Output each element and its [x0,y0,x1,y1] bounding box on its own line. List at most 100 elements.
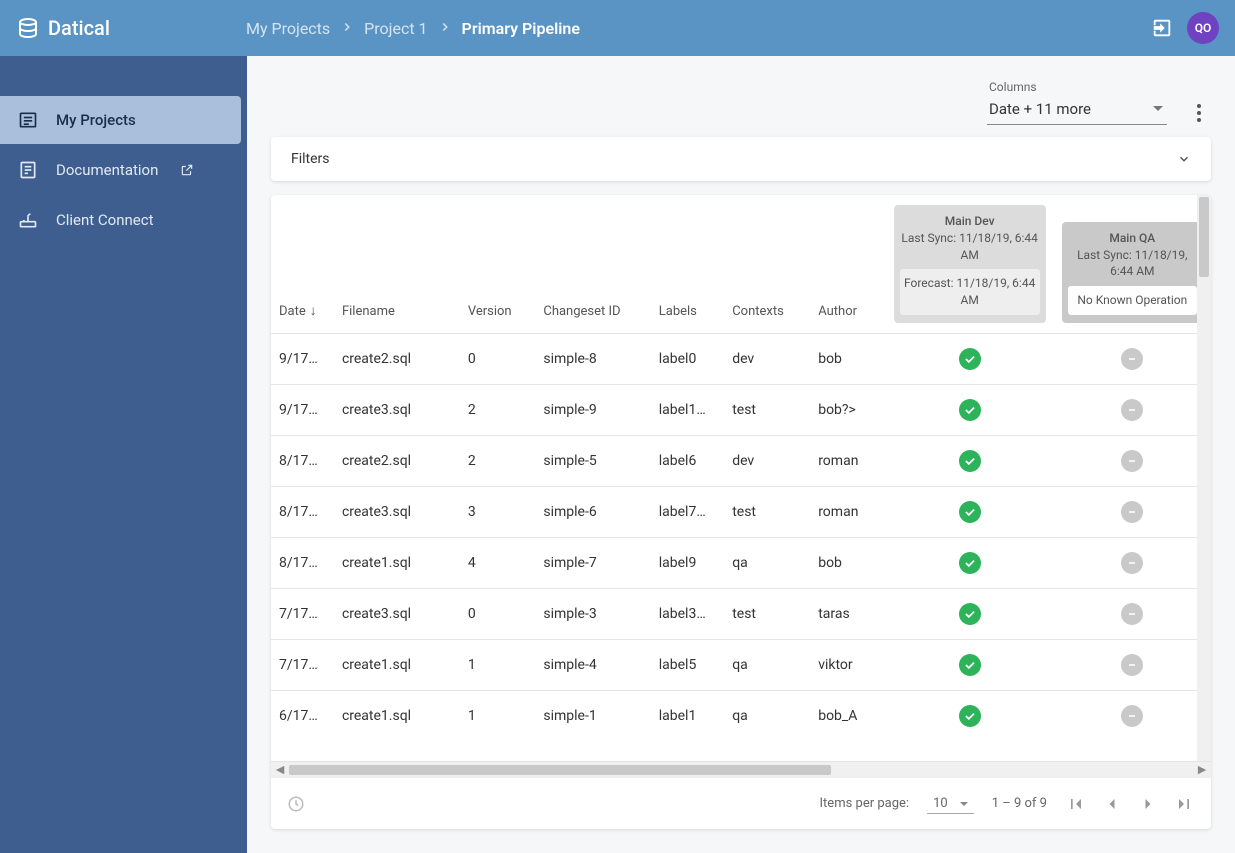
cell-file: create3.sql [334,588,460,639]
col-header-env-main-dev[interactable]: Main Dev Last Sync: 11/18/19, 6:44 AM Fo… [886,195,1054,333]
sidebar-item-label: My Projects [56,111,136,129]
first-page-button[interactable] [1065,793,1087,815]
user-avatar[interactable]: QO [1187,12,1219,44]
col-header-changeset[interactable]: Changeset ID [535,195,650,333]
col-header-filename[interactable]: Filename [334,195,460,333]
breadcrumb-current: Primary Pipeline [462,19,580,38]
avatar-initials: QO [1195,21,1212,35]
cell-author: bob [810,333,886,384]
cell-date: 6/17… [271,690,334,741]
cell-ver: 4 [460,537,536,588]
cell-file: create3.sql [334,486,460,537]
chevron-down-icon [1177,152,1191,166]
app-root: Datical My Projects Project 1 Primary Pi… [0,0,1235,853]
cell-cs: simple-4 [535,639,650,690]
cell-file: create3.sql [334,384,460,435]
sidebar-item-documentation[interactable]: Documentation [0,146,241,194]
prev-page-button[interactable] [1101,793,1123,815]
cell-labels: label6 [651,435,724,486]
sidebar-item-my-projects[interactable]: My Projects [0,96,241,144]
last-page-button[interactable] [1173,793,1195,815]
table-row[interactable]: 7/17…create1.sql1simple-4label5qaviktor [271,639,1211,690]
cell-env-status [1054,588,1211,639]
cell-date: 7/17… [271,588,334,639]
env-name: Main Dev [900,213,1040,230]
cell-ctx: qa [724,639,810,690]
vertical-scrollbar[interactable] [1197,195,1211,761]
cell-env-status [1054,639,1211,690]
horizontal-scrollbar[interactable]: ◄ ► [271,761,1211,777]
cell-env-status [1054,486,1211,537]
history-icon[interactable] [287,795,305,813]
cell-labels: label9 [651,537,724,588]
table-row[interactable]: 7/17…create3.sql0simple-3label3…testtara… [271,588,1211,639]
cell-author: roman [810,486,886,537]
table-body: 9/17…create2.sql0simple-8label0devbob9/1… [271,333,1211,741]
cell-ctx: qa [724,537,810,588]
table-header-row: Date↓ Filename Version Changeset ID Labe… [271,195,1211,333]
cell-ctx: test [724,588,810,639]
main: Columns Date + 11 more Filters [247,56,1235,853]
cell-author: bob_A [810,690,886,741]
col-header-env-main-qa[interactable]: Main QA Last Sync: 11/18/19, 6:44 AM No … [1054,195,1211,333]
status-ok-icon [959,348,981,370]
col-header-date[interactable]: Date↓ [271,195,334,333]
cell-env-status [886,639,1054,690]
breadcrumb-item-0[interactable]: My Projects [246,19,330,38]
status-none-icon [1121,654,1143,676]
cell-env-status [1054,333,1211,384]
table-row[interactable]: 8/17…create1.sql4simple-7label9qabob [271,537,1211,588]
cell-author: bob [810,537,886,588]
table-row[interactable]: 8/17…create3.sql3simple-6label7…testroma… [271,486,1211,537]
cell-date: 7/17… [271,639,334,690]
table-row[interactable]: 9/17…create2.sql0simple-8label0devbob [271,333,1211,384]
table-row[interactable]: 9/17…create3.sql2simple-9label1…testbob?… [271,384,1211,435]
doc-icon [18,160,38,180]
col-header-contexts[interactable]: Contexts [724,195,810,333]
sidebar: My Projects Documentation Client Connect [0,56,247,853]
cell-cs: simple-3 [535,588,650,639]
chevron-right-icon [340,19,354,38]
items-per-page-select[interactable]: 10 [927,794,974,814]
table-row[interactable]: 6/17…create1.sql1simple-1label1qabob_A [271,690,1211,741]
cell-ctx: test [724,486,810,537]
scroll-right-icon[interactable]: ► [1195,763,1209,777]
cell-env-status [886,690,1054,741]
status-ok-icon [959,654,981,676]
cell-date: 8/17… [271,486,334,537]
cell-ctx: dev [724,333,810,384]
table-scroll[interactable]: Date↓ Filename Version Changeset ID Labe… [271,195,1211,761]
cell-author: taras [810,588,886,639]
col-header-version[interactable]: Version [460,195,536,333]
cell-env-status [1054,435,1211,486]
sidebar-item-label: Documentation [56,161,158,179]
filters-panel[interactable]: Filters [271,137,1211,181]
cell-cs: simple-6 [535,486,650,537]
status-ok-icon [959,501,981,523]
columns-select[interactable]: Columns Date + 11 more [987,80,1167,125]
changeset-table: Date↓ Filename Version Changeset ID Labe… [271,195,1211,741]
brand-logo[interactable]: Datical [16,16,246,40]
cell-cs: simple-8 [535,333,650,384]
more-menu-button[interactable] [1187,101,1211,125]
cell-env-status [886,435,1054,486]
cell-ctx: dev [724,435,810,486]
scroll-left-icon[interactable]: ◄ [273,763,287,777]
columns-select-value[interactable]: Date + 11 more [987,96,1167,125]
cell-labels: label7… [651,486,724,537]
col-header-labels[interactable]: Labels [651,195,724,333]
table-footer: Items per page: 10 1 – 9 of 9 [271,777,1211,829]
cell-env-status [1054,690,1211,741]
cell-file: create2.sql [334,435,460,486]
sidebar-item-client-connect[interactable]: Client Connect [0,196,241,244]
paginator: Items per page: 10 1 – 9 of 9 [820,793,1195,815]
table-row[interactable]: 8/17…create2.sql2simple-5label6devroman [271,435,1211,486]
breadcrumb-item-1[interactable]: Project 1 [364,19,427,38]
filters-label: Filters [291,151,330,167]
next-page-button[interactable] [1137,793,1159,815]
cell-ver: 2 [460,435,536,486]
cell-labels: label5 [651,639,724,690]
cell-env-status [1054,384,1211,435]
col-header-author[interactable]: Author [810,195,886,333]
exit-to-app-icon[interactable] [1151,17,1173,39]
